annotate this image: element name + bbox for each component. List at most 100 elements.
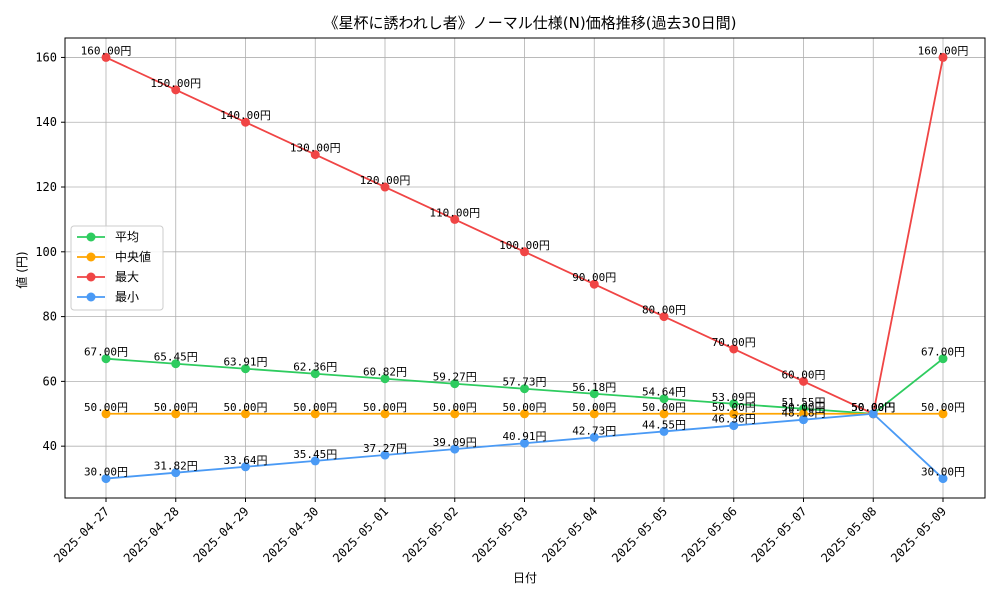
data-label: 50.00円: [84, 401, 128, 414]
x-tick-label: 2025-04-27: [51, 504, 112, 565]
data-labels: 67.00円 65.45円 63.91円 62.36円 60.82円 59.27円 57.7…: [81, 44, 969, 478]
series-group: [101, 52, 948, 484]
data-label: 53.09円: [712, 391, 756, 404]
y-axis-title: 値 (円): [14, 251, 29, 288]
data-point: [380, 409, 390, 419]
data-point: [729, 399, 739, 409]
grid: [65, 38, 985, 498]
data-label: 130.00円: [290, 142, 341, 155]
data-label: 63.91円: [223, 356, 267, 369]
data-point: [380, 374, 390, 384]
data-label: 90.00円: [572, 271, 616, 284]
data-point: [799, 415, 808, 425]
data-label: 50.00円: [572, 401, 616, 414]
data-label: 50.00円: [223, 401, 267, 414]
legend-item: 最大: [77, 270, 139, 284]
data-label: 60.82円: [363, 366, 407, 379]
y-tick-label: 60: [43, 374, 57, 388]
legend-label: 平均: [115, 230, 139, 244]
data-label: 37.27円: [363, 442, 407, 455]
data-point: [101, 354, 111, 364]
legend-marker: [86, 272, 96, 282]
x-tick-label: 2025-05-05: [609, 504, 670, 565]
data-point: [520, 247, 529, 257]
data-label: 50.00円: [781, 401, 825, 414]
data-point: [310, 150, 320, 160]
data-label: 50.00円: [154, 401, 198, 414]
legend-label: 最小: [115, 290, 139, 304]
data-point: [310, 409, 320, 419]
legend-box: [70, 225, 164, 311]
data-label: 150.00円: [150, 77, 201, 90]
data-point: [589, 409, 599, 419]
data-point: [520, 409, 529, 419]
data-point: [310, 369, 320, 379]
data-point: [241, 462, 250, 472]
data-point: [938, 409, 948, 419]
data-point: [450, 444, 460, 454]
data-point: [729, 421, 739, 431]
data-label: 80.00円: [642, 304, 686, 317]
data-point: [520, 438, 529, 448]
legend-item: 最小: [77, 290, 139, 304]
legend-item: 中央値: [77, 249, 151, 264]
x-axis-title: 日付: [513, 571, 537, 585]
data-label: 57.73円: [502, 376, 546, 389]
data-point: [799, 376, 808, 386]
data-label: 160.00円: [81, 44, 132, 57]
data-label: 67.00円: [921, 346, 965, 359]
x-tick-label: 2025-05-02: [400, 504, 461, 565]
data-point: [589, 279, 599, 289]
data-label: 51.55円: [781, 396, 825, 409]
data-label: 56.18円: [572, 381, 616, 394]
legend-label: 最大: [115, 270, 139, 284]
data-point: [450, 409, 460, 419]
x-tick-label: 2025-04-29: [191, 504, 252, 565]
data-point: [659, 409, 669, 419]
data-label: 50.00円: [712, 401, 756, 414]
y-tick-label: 80: [43, 310, 57, 324]
x-tick-label: 2025-05-03: [470, 504, 531, 565]
data-point: [938, 52, 948, 62]
data-label: 40.91円: [502, 430, 546, 443]
data-label: 33.64円: [223, 454, 267, 467]
x-tick-label: 2025-04-30: [260, 504, 321, 565]
data-label: 50.00円: [851, 401, 895, 414]
data-label: 30.00円: [84, 466, 128, 479]
x-tick-label: 2025-05-07: [749, 504, 810, 565]
legend-item: 平均: [77, 230, 139, 244]
data-label: 50.00円: [851, 401, 895, 414]
y-tick-label: 120: [35, 180, 57, 194]
data-point: [101, 52, 111, 62]
x-tick-label: 2025-05-01: [330, 504, 391, 565]
data-label: 120.00円: [360, 174, 411, 187]
data-point: [589, 432, 599, 442]
y-tick-label: 160: [35, 50, 57, 64]
data-point: [729, 409, 739, 419]
x-tick-label: 2025-04-28: [121, 504, 182, 565]
data-point: [659, 394, 669, 404]
data-label: 39.09円: [433, 436, 477, 449]
data-label: 54.64円: [642, 386, 686, 399]
data-point: [101, 409, 111, 419]
data-point: [380, 450, 390, 460]
data-point: [868, 409, 878, 419]
legend-label: 中央値: [115, 249, 151, 264]
data-label: 50.00円: [502, 401, 546, 414]
data-label: 70.00円: [712, 336, 756, 349]
data-point: [241, 117, 250, 127]
data-label: 59.27円: [433, 371, 477, 384]
data-label: 50.00円: [851, 401, 895, 414]
legend-marker: [86, 232, 96, 242]
data-label: 48.18円: [781, 407, 825, 420]
data-label: 50.00円: [642, 401, 686, 414]
data-label: 65.45円: [154, 351, 198, 364]
data-point: [241, 364, 250, 374]
data-point: [171, 468, 181, 478]
y-tick-label: 140: [35, 115, 57, 129]
legend-marker: [86, 252, 96, 262]
data-point: [241, 409, 250, 419]
